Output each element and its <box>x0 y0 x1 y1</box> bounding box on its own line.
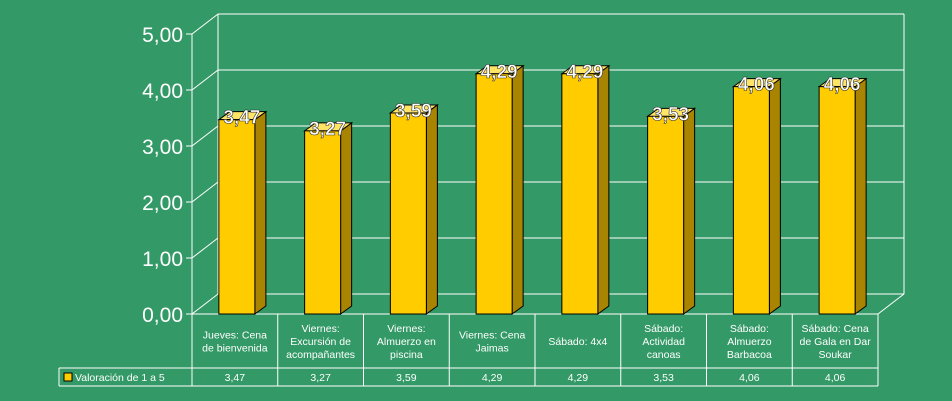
bar-side <box>768 77 781 315</box>
category-label: Sábado: <box>730 323 769 335</box>
category-label: Excursión de <box>290 336 351 348</box>
bar-side <box>511 64 524 315</box>
category-label: Jueves: Cena <box>203 330 267 342</box>
gridline-diagonal <box>191 181 219 203</box>
category-label: Almuerzo <box>727 336 772 348</box>
floor-right-edge <box>877 293 905 315</box>
category-label: canoas <box>647 349 681 361</box>
category-label: Barbacoa <box>727 349 772 361</box>
table-value: 4,06 <box>739 372 760 384</box>
bar-side <box>254 110 267 315</box>
category-label: de bienvenida <box>202 343 268 355</box>
bar <box>475 73 513 315</box>
y-tick-label: 3,00 <box>142 136 183 159</box>
bar-side <box>425 103 438 315</box>
category-label: acompañantes <box>286 349 355 361</box>
data-label: 3,47 <box>223 108 260 129</box>
data-label: 3,59 <box>395 101 432 122</box>
category-label: Soukar <box>818 349 852 361</box>
bar <box>304 130 342 315</box>
category-label: Actividad <box>642 336 685 348</box>
bar <box>389 112 427 315</box>
data-label: 4,06 <box>738 75 775 96</box>
gridline-diagonal <box>191 69 219 91</box>
y-axis: 0,00 1,00 2,00 3,00 4,00 5,00 <box>142 24 192 327</box>
bar <box>732 86 770 315</box>
gridline-diagonal <box>191 293 219 315</box>
legend-swatch <box>63 372 73 382</box>
table-value: 4,29 <box>568 372 589 384</box>
y-tick-label: 2,00 <box>142 192 183 215</box>
gridline-diagonal <box>191 125 219 147</box>
category-label: piscina <box>390 349 423 361</box>
data-label: 4,29 <box>481 62 518 83</box>
bar-side <box>340 121 353 315</box>
data-label: 3,27 <box>309 119 346 140</box>
table-value: 4,06 <box>825 372 846 384</box>
bar <box>818 86 856 315</box>
bar-side <box>683 107 696 315</box>
legend-series-name: Valoración de 1 a 5 <box>75 372 165 384</box>
data-label: 3,53 <box>652 104 689 125</box>
bar <box>647 115 685 315</box>
data-label: 4,29 <box>566 62 603 83</box>
bar <box>218 119 256 315</box>
bars: 3,47 3,27 3,59 4,29 4,29 3,53 4,06 4,06 <box>217 61 868 315</box>
category-label: Sábado: <box>644 323 683 335</box>
table-value: 3,47 <box>225 372 246 384</box>
category-label: Viernes: Cena <box>459 330 526 342</box>
y-tick-label: 5,00 <box>142 24 183 47</box>
table-value: 4,29 <box>482 372 503 384</box>
bar-side <box>854 77 867 315</box>
y-tick-label: 1,00 <box>142 248 183 271</box>
bar-side <box>597 64 610 315</box>
category-label: Jaimas <box>475 343 508 355</box>
table-value: 3,27 <box>310 372 331 384</box>
gridline-diagonal <box>191 237 219 259</box>
category-label: Viernes: <box>301 323 339 335</box>
gridline-diagonal <box>191 13 219 35</box>
y-tick-label: 0,00 <box>142 304 183 327</box>
bar <box>561 73 599 315</box>
category-label: Viernes: <box>387 323 425 335</box>
table-value: 3,53 <box>653 372 674 384</box>
data-label: 4,06 <box>824 75 861 96</box>
table-value: 3,59 <box>396 372 417 384</box>
category-label: Sábado: Cena <box>802 323 869 335</box>
category-label: Almuerzo en <box>377 336 436 348</box>
category-label: de Gala en Dar <box>800 336 872 348</box>
category-label: Sábado: 4x4 <box>548 336 607 348</box>
y-tick-label: 4,00 <box>142 80 183 103</box>
